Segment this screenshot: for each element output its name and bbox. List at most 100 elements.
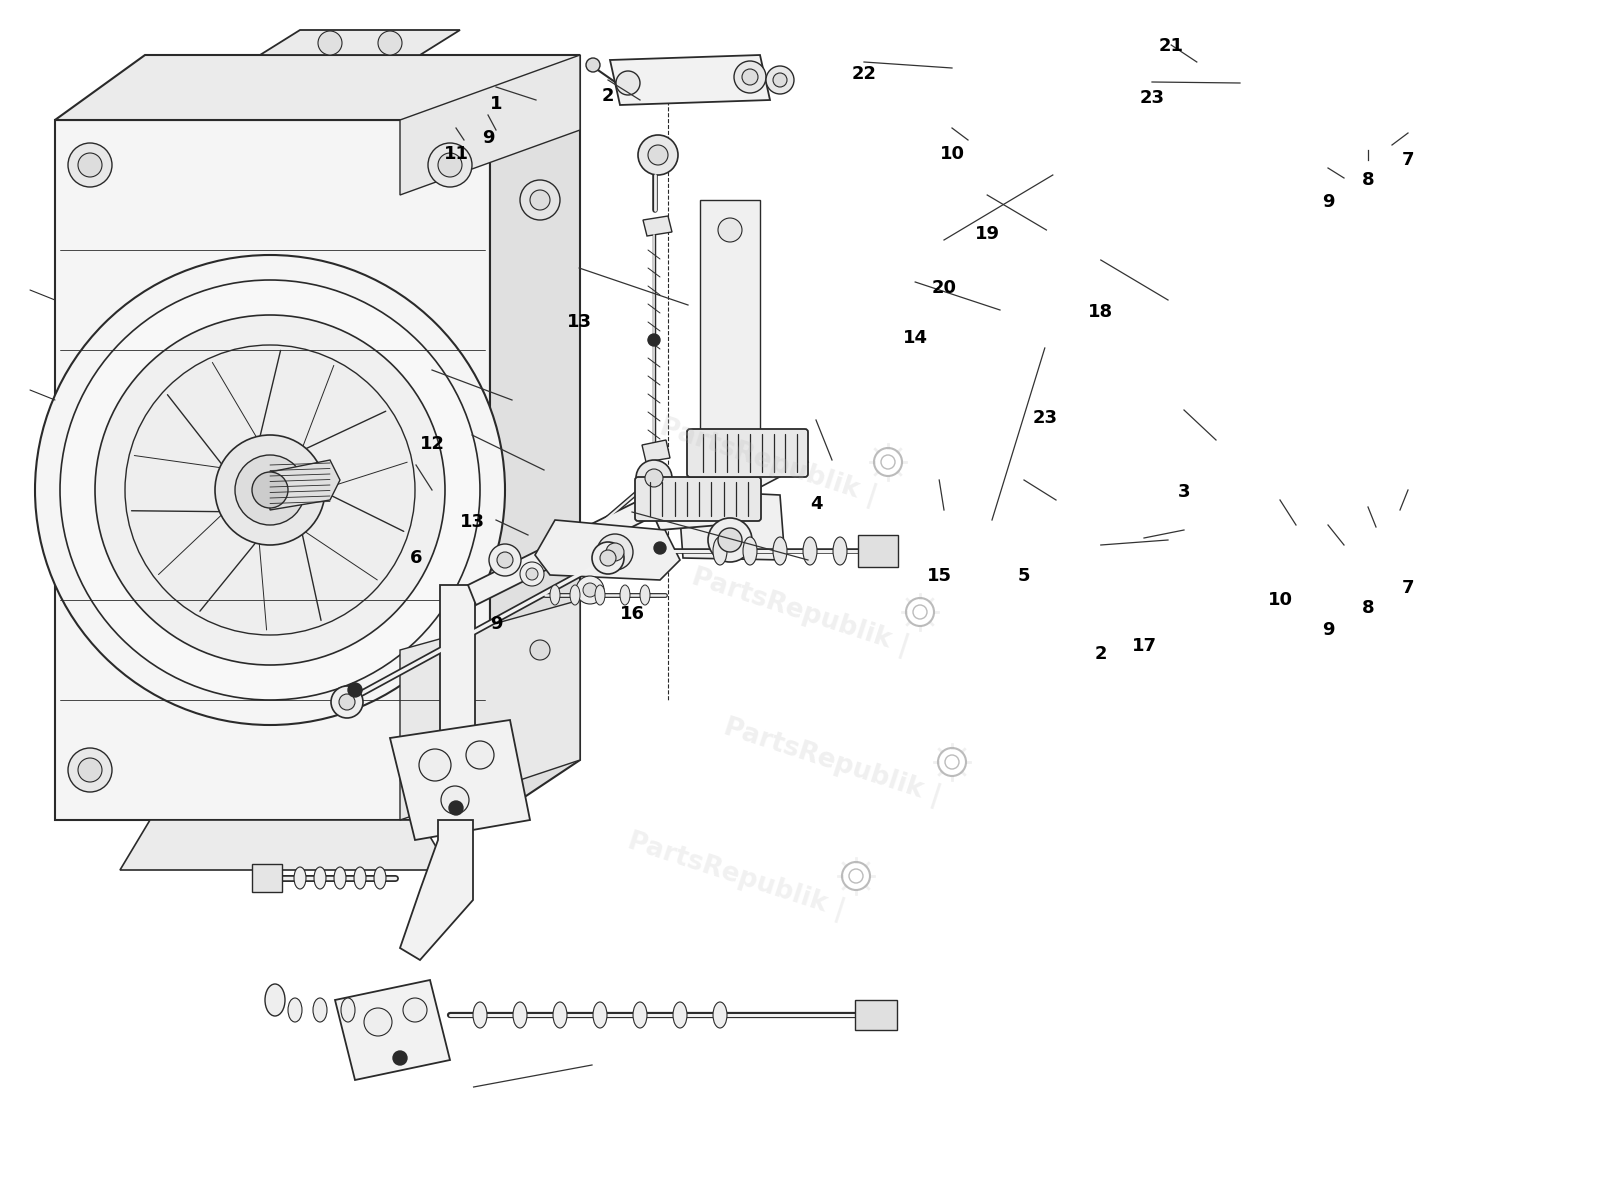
Text: 9: 9	[1322, 192, 1334, 211]
Text: PartsRepublik |: PartsRepublik |	[624, 828, 848, 924]
Text: 13: 13	[566, 312, 592, 330]
Circle shape	[442, 786, 469, 814]
Circle shape	[349, 683, 362, 697]
Text: 22: 22	[851, 65, 877, 84]
Circle shape	[429, 143, 472, 187]
Circle shape	[654, 542, 666, 554]
FancyBboxPatch shape	[686, 428, 808, 476]
Text: 17: 17	[1131, 636, 1157, 655]
Ellipse shape	[288, 998, 302, 1022]
Circle shape	[597, 534, 634, 570]
Text: 12: 12	[419, 434, 445, 452]
Ellipse shape	[266, 984, 285, 1016]
Circle shape	[718, 218, 742, 242]
Polygon shape	[701, 200, 760, 530]
Circle shape	[378, 31, 402, 55]
Text: 2: 2	[1094, 646, 1107, 662]
Text: 16: 16	[619, 605, 645, 624]
Circle shape	[67, 748, 112, 792]
Circle shape	[582, 583, 597, 596]
Ellipse shape	[594, 1002, 606, 1028]
Ellipse shape	[314, 866, 326, 889]
Text: 4: 4	[810, 494, 822, 514]
Circle shape	[35, 254, 506, 725]
Text: 9: 9	[1322, 622, 1334, 638]
Polygon shape	[534, 520, 680, 580]
Polygon shape	[120, 820, 450, 870]
Circle shape	[78, 152, 102, 176]
Polygon shape	[270, 460, 339, 510]
Text: PartsRepublik |: PartsRepublik |	[688, 564, 912, 660]
FancyBboxPatch shape	[635, 476, 762, 521]
Polygon shape	[742, 450, 808, 492]
Ellipse shape	[621, 584, 630, 605]
Text: 9: 9	[490, 614, 502, 634]
Text: 6: 6	[410, 550, 422, 566]
Text: 23: 23	[1032, 408, 1058, 426]
Circle shape	[773, 73, 787, 86]
Circle shape	[530, 640, 550, 660]
Circle shape	[466, 740, 494, 769]
Polygon shape	[467, 494, 658, 605]
Polygon shape	[610, 55, 770, 104]
Polygon shape	[678, 490, 786, 560]
Polygon shape	[490, 55, 579, 820]
Text: 15: 15	[926, 566, 952, 584]
Circle shape	[253, 472, 288, 508]
Ellipse shape	[334, 866, 346, 889]
Polygon shape	[334, 980, 450, 1080]
Polygon shape	[54, 55, 579, 120]
Ellipse shape	[314, 998, 326, 1022]
Circle shape	[576, 576, 605, 604]
Circle shape	[520, 630, 560, 670]
Text: 8: 8	[1362, 170, 1374, 188]
Circle shape	[734, 61, 766, 92]
Text: 2: 2	[602, 86, 614, 104]
Circle shape	[742, 68, 758, 85]
Circle shape	[718, 478, 742, 502]
Circle shape	[592, 542, 624, 574]
Circle shape	[637, 460, 672, 496]
Ellipse shape	[674, 1002, 686, 1028]
Polygon shape	[400, 55, 579, 194]
Ellipse shape	[294, 866, 306, 889]
Text: 20: 20	[931, 278, 957, 296]
Circle shape	[520, 562, 544, 586]
Ellipse shape	[714, 538, 726, 565]
Circle shape	[638, 134, 678, 175]
Ellipse shape	[803, 538, 818, 565]
Circle shape	[530, 190, 550, 210]
Circle shape	[498, 552, 514, 568]
Polygon shape	[440, 584, 475, 750]
Ellipse shape	[773, 538, 787, 565]
Polygon shape	[643, 216, 672, 236]
Polygon shape	[54, 120, 490, 820]
Circle shape	[365, 1008, 392, 1036]
Circle shape	[94, 314, 445, 665]
Text: PartsRepublik |: PartsRepublik |	[656, 414, 880, 510]
Circle shape	[419, 749, 451, 781]
Polygon shape	[640, 480, 720, 530]
Ellipse shape	[354, 866, 366, 889]
Ellipse shape	[714, 1002, 726, 1028]
Ellipse shape	[640, 584, 650, 605]
Text: 10: 10	[939, 144, 965, 162]
Circle shape	[125, 346, 414, 635]
Circle shape	[606, 542, 624, 560]
Circle shape	[616, 71, 640, 95]
Circle shape	[648, 334, 661, 346]
Polygon shape	[400, 600, 579, 820]
Circle shape	[429, 748, 472, 792]
Text: 19: 19	[974, 226, 1000, 242]
Ellipse shape	[742, 538, 757, 565]
Text: 23: 23	[1139, 90, 1165, 108]
Ellipse shape	[474, 1002, 486, 1028]
Text: 8: 8	[1362, 599, 1374, 617]
Text: 21: 21	[1158, 36, 1184, 54]
Ellipse shape	[834, 538, 846, 565]
Circle shape	[331, 686, 363, 718]
Text: 14: 14	[902, 329, 928, 348]
Circle shape	[526, 568, 538, 580]
Text: 1: 1	[490, 96, 502, 114]
Circle shape	[450, 802, 462, 815]
